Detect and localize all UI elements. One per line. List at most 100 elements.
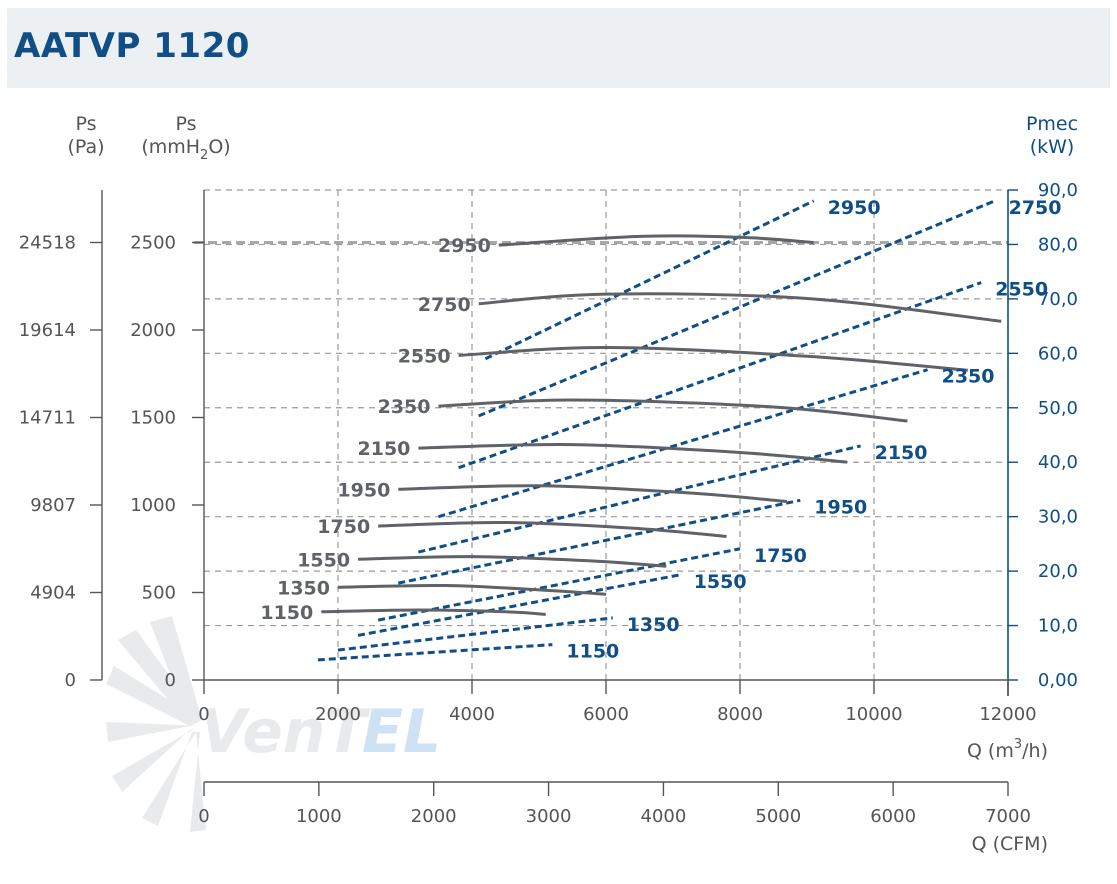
y-mm-unit-a: (mmH: [141, 136, 200, 158]
pressure-curve-2350: [438, 398, 908, 423]
axes: [90, 189, 1018, 796]
power-curve-label-2350: 2350: [942, 366, 995, 388]
pressure-curve-label-2550: 2550: [398, 345, 451, 367]
power-curve-label-2950: 2950: [828, 197, 881, 219]
x-cfm-tick-label: 0: [198, 806, 209, 827]
curve-labels: 1150 1350 1550 1750 1950 2150 2350 2550 2750 2950…: [260, 197, 1061, 663]
y-right-tick-label: 60,0: [1038, 343, 1078, 364]
pressure-curve-label-1350: 1350: [277, 577, 330, 599]
power-curve-label-2550: 2550: [995, 279, 1048, 301]
pressure-curve-1350: [337, 583, 607, 596]
y-mm-tick-label: 0: [165, 670, 176, 691]
power-curve-label-1950: 1950: [814, 496, 867, 518]
pressure-curve-label-2750: 2750: [418, 294, 471, 316]
x-m3h-tick-label: 10000: [845, 704, 902, 725]
power-curve-label-1750: 1750: [754, 545, 807, 567]
y-pa-tick-label: 9807: [30, 495, 76, 516]
grid: [204, 189, 1008, 680]
y-right-tick-label: 0,00: [1038, 670, 1078, 691]
y-mm-tick-label: 2500: [130, 233, 176, 254]
power-curve-label-2150: 2150: [875, 442, 928, 464]
x-m3h-tick-label: 6000: [583, 704, 629, 725]
y-pa-tick-label: 19614: [19, 320, 76, 341]
svg-text:VenT: VenT: [200, 697, 370, 767]
x-m3h-tick-label: 12000: [979, 704, 1036, 725]
pressure-curve-label-2950: 2950: [438, 235, 491, 257]
x-m3h-label-sup: 3: [1014, 737, 1022, 752]
power-curve-label-1550: 1550: [694, 571, 747, 593]
y-right-unit: (kW): [1030, 136, 1075, 158]
pressure-curve-1550: [358, 555, 667, 568]
power-curve-1150: [317, 643, 553, 662]
pressure-curve-label-2350: 2350: [378, 396, 431, 418]
pressure-curve-1950: [398, 484, 788, 503]
x-m3h-tick-label: 4000: [449, 704, 495, 725]
y-mm-tick-label: 500: [142, 583, 176, 604]
x-cfm-label: Q (CFM): [972, 833, 1048, 855]
power-curve-2350: [438, 368, 929, 519]
y-mm-label: Ps: [175, 113, 196, 135]
power-curve-label-2750: 2750: [1009, 197, 1062, 219]
pressure-curve-2550: [458, 345, 968, 372]
power-curve-2150: [418, 444, 861, 554]
y-mm-tick-label: 1000: [130, 495, 176, 516]
x-cfm-tick-label: 3000: [526, 806, 572, 827]
y-mm-unit: (mmH2O): [141, 136, 230, 163]
y-pa-tick-label: 24518: [19, 233, 76, 254]
y-pa-tick-label: 0: [65, 670, 76, 691]
pressure-curve-label-2150: 2150: [358, 438, 411, 460]
y-right-label: Pmec: [1026, 113, 1078, 135]
y-right-tick-label: 50,0: [1038, 398, 1078, 419]
pressure-curve-2750: [478, 292, 1002, 323]
y-right-tick-label: 10,0: [1038, 616, 1078, 637]
y-pa-unit: (Pa): [67, 136, 104, 158]
power-curves: [317, 199, 996, 662]
x-cfm-tick-label: 6000: [870, 806, 916, 827]
x-m3h-label: Q (m3/h): [967, 737, 1048, 762]
chart-title: AATVP 1120: [14, 26, 250, 66]
y-pa-tick-label: 14711: [19, 408, 76, 429]
pressure-curves: [321, 234, 1002, 616]
x-cfm-tick-label: 1000: [296, 806, 342, 827]
power-curve-1550: [357, 573, 680, 637]
y-right-tick-label: 80,0: [1038, 234, 1078, 255]
y-mm-unit-b: O): [208, 136, 230, 158]
x-m3h-label-b: /h): [1022, 740, 1048, 762]
y-right-tick-label: 30,0: [1038, 507, 1078, 528]
pressure-curve-1150: [321, 608, 546, 616]
power-curve-2550: [458, 281, 982, 470]
pressure-curve-label-1550: 1550: [297, 549, 350, 571]
x-m3h-tick-label: 8000: [717, 704, 763, 725]
ventel-logo: VenT EL: [106, 616, 441, 832]
power-curve-2750: [478, 199, 996, 418]
power-curve-label-1350: 1350: [627, 614, 680, 636]
y-right-tick-label: 90,0: [1038, 180, 1078, 201]
y-mm-tick-label: 1500: [130, 408, 176, 429]
power-curve-1950: [397, 498, 801, 585]
pressure-curve-label-1150: 1150: [260, 602, 313, 624]
pressure-curve-label-1950: 1950: [337, 479, 390, 501]
power-curve-label-1150: 1150: [566, 641, 619, 663]
x-m3h-tick-label: 0: [198, 704, 209, 725]
y-mm-tick-label: 2000: [130, 320, 176, 341]
power-curve-1750: [377, 547, 741, 622]
y-right-tick-label: 70,0: [1038, 289, 1078, 310]
x-m3h-label-a: Q (m: [967, 740, 1014, 762]
pressure-curve-2150: [418, 443, 848, 464]
axis-text: Ps (Pa) Ps (mmH2O) Pmec (kW) Q (m3/h) Q …: [19, 113, 1078, 855]
y-right-tick-label: 40,0: [1038, 452, 1078, 473]
svg-text:EL: EL: [362, 697, 441, 767]
y-pa-label: Ps: [75, 113, 96, 135]
pressure-curve-label-1750: 1750: [317, 516, 370, 538]
power-curve-1350: [337, 616, 613, 652]
y-pa-tick-label: 4904: [30, 583, 76, 604]
header-bar: [7, 8, 1110, 88]
x-cfm-tick-label: 4000: [641, 806, 687, 827]
x-cfm-tick-label: 5000: [755, 806, 801, 827]
x-cfm-tick-label: 2000: [411, 806, 457, 827]
power-curve-2950: [484, 199, 815, 361]
y-right-tick-label: 20,0: [1038, 561, 1078, 582]
pressure-curve-2950: [498, 234, 814, 247]
x-cfm-tick-label: 7000: [985, 806, 1031, 827]
